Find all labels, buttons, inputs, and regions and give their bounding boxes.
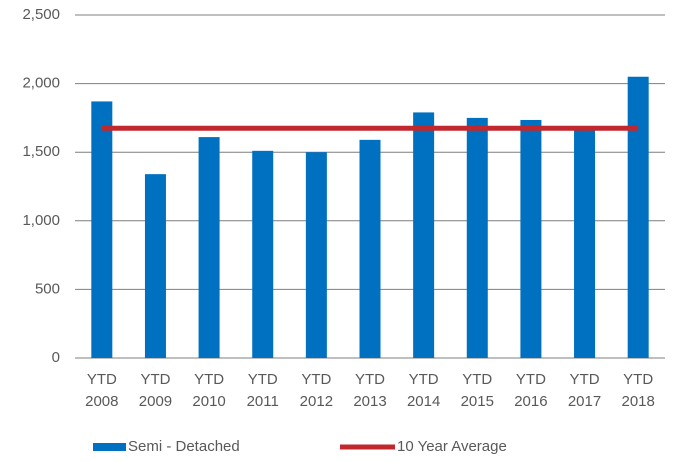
x-tick-label: YTD 2010 xyxy=(192,371,225,410)
bar xyxy=(574,127,596,358)
x-tick-label: YTD 2017 xyxy=(568,371,601,410)
legend-swatch xyxy=(93,443,126,451)
bar xyxy=(305,152,327,358)
x-tick-label: YTD 2008 xyxy=(85,371,118,410)
x-tick-label-line: 2008 xyxy=(85,393,118,410)
x-tick-label: YTD 2018 xyxy=(621,371,654,410)
x-tick-label-line: 2012 xyxy=(300,393,333,410)
x-tick-label-line: 2013 xyxy=(353,393,386,410)
x-tick-label-line: 2018 xyxy=(621,393,654,410)
x-tick-label: YTD 2011 xyxy=(247,371,279,410)
x-tick-label-line: YTD xyxy=(140,371,170,388)
bar xyxy=(413,112,435,358)
bar xyxy=(91,101,113,358)
x-tick-label-line: 2009 xyxy=(139,393,172,410)
x-tick-label: YTD 2012 xyxy=(300,371,333,410)
bar xyxy=(627,76,649,359)
x-tick-label-line: YTD xyxy=(462,371,492,388)
x-tick-label-line: YTD xyxy=(194,371,224,388)
x-tick-label-line: YTD xyxy=(355,371,385,388)
x-tick-label-line: YTD xyxy=(516,371,546,388)
y-tick-label: 1,500 xyxy=(22,143,60,160)
x-tick-label: YTD 2015 xyxy=(461,371,494,410)
bar xyxy=(520,119,542,358)
y-tick-label: 2,500 xyxy=(22,6,60,23)
bar xyxy=(144,174,166,358)
x-tick-label-line: 2017 xyxy=(568,393,601,410)
x-tick-label: YTD 2014 xyxy=(407,371,440,410)
x-tick-label-line: 2014 xyxy=(407,393,440,410)
bar xyxy=(359,139,381,358)
x-tick-label-line: YTD xyxy=(570,371,600,388)
x-tick-label-line: YTD xyxy=(301,371,331,388)
bar xyxy=(252,150,274,358)
x-tick-label-line: YTD xyxy=(248,371,278,388)
bar xyxy=(198,137,220,358)
legend-label: Semi - Detached xyxy=(128,438,240,455)
x-tick-label-line: 2015 xyxy=(461,393,494,410)
x-tick-label-line: 2011 xyxy=(247,393,279,410)
y-tick-label: 0 xyxy=(52,349,60,366)
x-tick-label: YTD 2013 xyxy=(353,371,386,410)
x-tick-label-line: 2010 xyxy=(192,393,225,410)
bar xyxy=(466,117,488,359)
x-tick-label-line: YTD xyxy=(623,371,653,388)
x-tick-label: YTD 2016 xyxy=(514,371,547,410)
x-tick-label: YTD 2009 xyxy=(139,371,172,410)
y-tick-label: 2,000 xyxy=(22,75,60,92)
x-tick-label-line: YTD xyxy=(409,371,439,388)
legend-label: 10 Year Average xyxy=(397,438,507,455)
y-tick-label: 500 xyxy=(35,280,60,297)
x-tick-label-line: YTD xyxy=(87,371,117,388)
x-tick-label-line: 2016 xyxy=(514,393,547,410)
y-tick-label: 1,000 xyxy=(22,212,60,229)
